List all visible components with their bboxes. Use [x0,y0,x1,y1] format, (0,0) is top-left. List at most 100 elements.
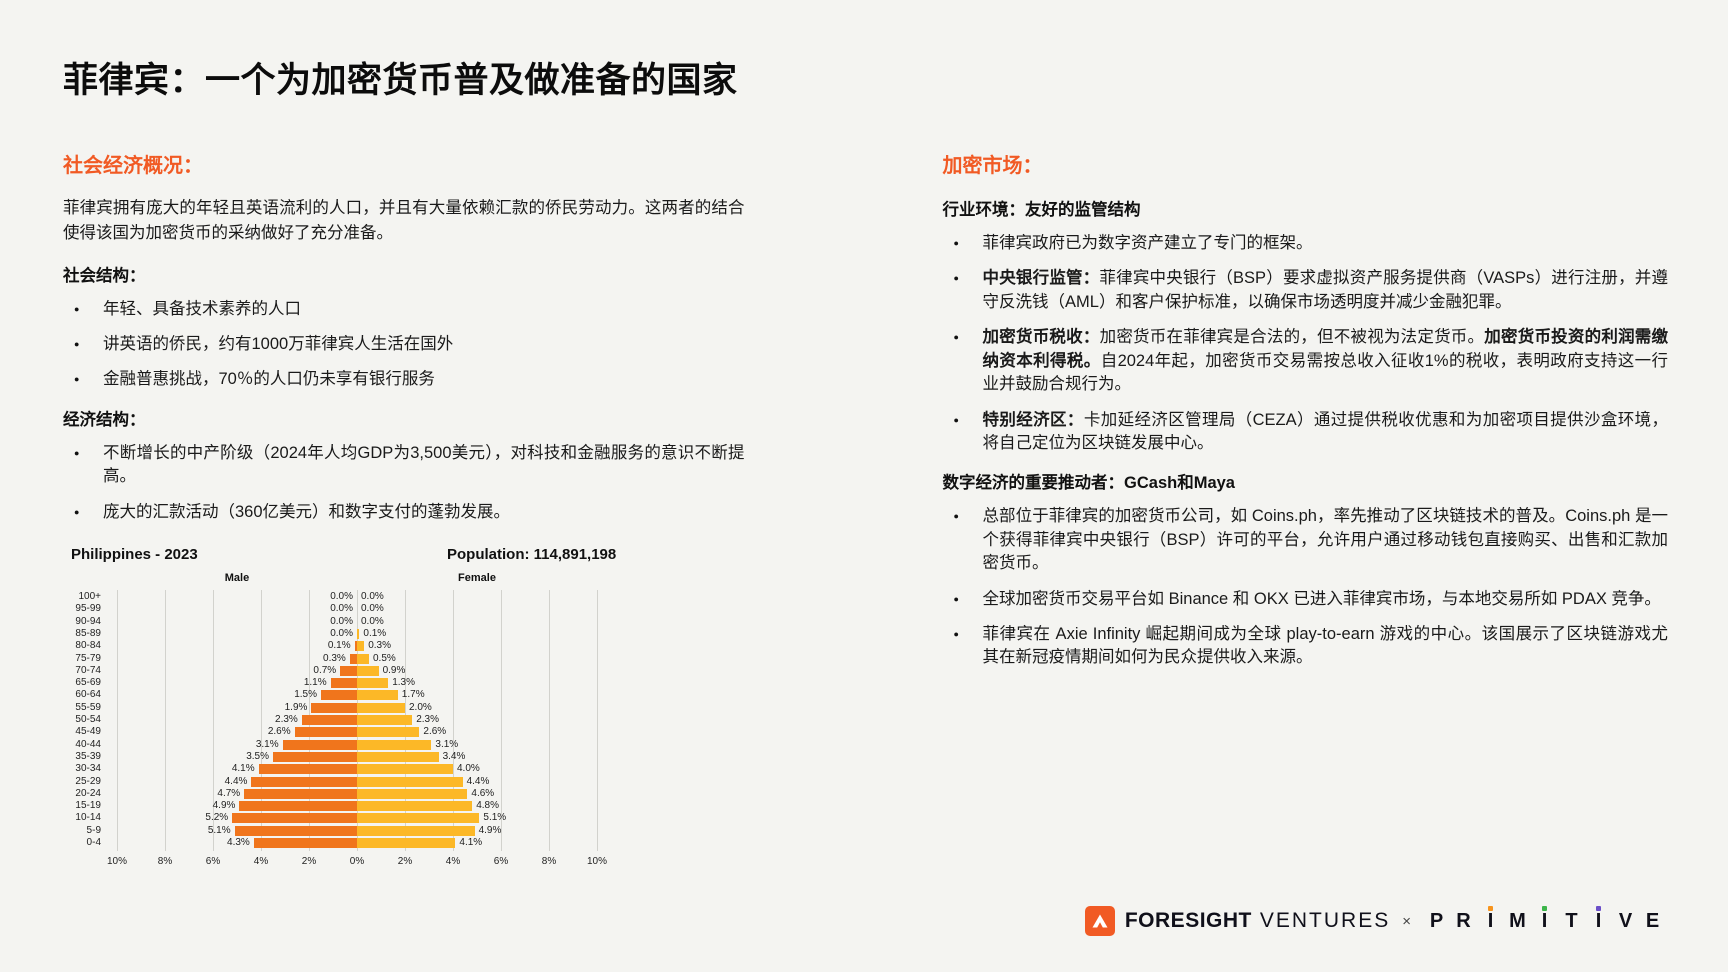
female-bar [357,764,453,775]
female-value-label: 0.0% [361,615,384,627]
primitive-letter: I [1585,905,1612,933]
social-structure-subheading: 社会结构： [63,266,146,285]
female-value-label: 0.9% [382,664,406,676]
age-group-label: 100+ [78,591,101,603]
female-bar [357,628,360,639]
primitive-letter-dot [1596,905,1601,911]
x-axis-tick: 8% [541,856,557,868]
age-group-label: 10-14 [75,812,101,824]
bullet-item: 特别经济区：卡加延经济区管理局（CEZA）通过提供税收优惠和为加密项目提供沙盒环… [943,409,1668,456]
female-value-label: 0.3% [368,640,391,652]
x-axis-tick: 6% [205,856,221,868]
bullet-text: 自2024年起，加密货币交易需按总收入征收1%的税收，表明政府支持这一行业并鼓励… [982,351,1669,394]
bullet-text-bold: 中央银行监管： [982,269,1100,288]
x-axis-tick: 0% [349,856,365,868]
male-value-label: 4.1% [231,763,255,775]
male-bar [330,678,357,689]
multiply-sign: × [1402,912,1411,930]
male-bar [321,690,357,701]
bullet-text-bold: 加密货币税收： [982,328,1100,347]
regulatory-environment-subheading: 行业环境：友好的监管结构 [942,201,1141,219]
x-axis-tick: 10% [586,856,607,868]
female-value-label: 2.6% [423,726,447,738]
primitive-letter: T [1565,909,1578,932]
age-group-label: 40-44 [75,738,101,750]
female-value-label: 4.8% [476,800,499,812]
female-value-label: 0.1% [363,627,387,639]
female-value-label: 1.3% [392,677,415,689]
female-bar [357,690,398,701]
male-value-label: 3.1% [255,738,279,750]
economic-structure-list: 不断增长的中产阶级（2024年人均GDP为3,500美元），对科技和金融服务的意… [63,442,745,524]
foresight-wordmark: FORESIGHT [1124,909,1252,932]
crypto-market-heading: 加密市场： [942,155,1043,177]
x-axis-tick: 2% [301,856,317,868]
intro-paragraph: 菲律宾拥有庞大的年轻且英语流利的人口，并且有大量依赖汇款的侨民劳动力。这两者的结… [63,199,745,242]
primitive-letter-dot [1542,905,1547,911]
primitive-letter: I [1531,905,1558,933]
x-axis-tick: 10% [106,856,127,868]
male-bar [273,751,357,762]
female-bar [357,653,369,664]
gridline [165,590,166,852]
primitive-letter: V [1618,909,1633,932]
x-axis-tick: 4% [253,856,269,868]
female-value-label: 3.4% [442,750,466,762]
female-value-label: 1.7% [401,689,425,701]
male-bar [253,838,357,849]
bullet-item: 菲律宾政府已为数字资产建立了专门的框架。 [943,232,1668,255]
male-value-label: 0.0% [330,603,353,615]
bullet-text: 年轻、具备技术素养的人口 [103,299,301,318]
bullet-text: 庞大的汇款活动（360亿美元）和数字支付的蓬勃发展。 [103,502,511,521]
male-bar [232,813,357,824]
right-column: 加密市场： 行业环境：友好的监管结构 菲律宾政府已为数字资产建立了专门的框架。中… [942,149,1669,682]
female-bar [357,751,439,762]
ventures-wordmark: VENTURES [1259,909,1391,932]
female-bar [357,727,420,738]
male-value-label: 0.0% [330,615,353,627]
bullet-item: 讲英语的侨民，约有1000万菲律宾人生活在国外 [63,333,745,356]
age-group-label: 30-34 [75,763,101,775]
male-bar [294,727,357,738]
bullet-item: 中央银行监管：菲律宾中央银行（BSP）要求虚拟资产服务提供商（VASPs）进行注… [943,267,1668,314]
gridline [549,590,550,852]
socioeconomic-heading: 社会经济概况： [63,155,203,177]
age-group-label: 35-39 [75,750,101,762]
female-value-label: 4.0% [457,763,480,775]
male-value-label: 5.1% [207,824,231,836]
x-axis-tick: 4% [445,856,461,868]
female-value-label: 4.4% [466,775,490,787]
bullet-item: 金融普惠挑战，70％的人口仍未享有银行服务 [63,368,745,391]
male-value-label: 4.7% [217,787,241,799]
female-value-label: 0.0% [361,591,384,603]
female-value-label: 0.0% [361,603,384,615]
male-bar [239,801,357,812]
pyramid-plot-area: 10% 8% 6% 4% 2% 0% 2% 4% 6% 8% 10% Male Female 100+ 0.… [63,570,623,872]
bullet-text: 加密货币在菲律宾是合法的，但不被视为法定货币。 [1099,328,1485,347]
chart-title: Philippines - 2023 [71,546,198,564]
male-value-label: 0.0% [330,627,353,639]
male-bar [354,641,357,652]
age-group-label: 95-99 [75,603,101,615]
age-group-label: 85-89 [75,627,101,639]
female-bar [357,776,463,787]
female-header-label: Female [458,572,496,585]
female-value-label: 3.1% [435,738,459,750]
female-bar [357,825,475,836]
x-axis-tick: 6% [493,856,509,868]
page-title: 菲律宾：一个为加密货币普及做准备的国家 [63,61,738,100]
bullet-text: 菲律宾政府已为数字资产建立了专门的框架。 [982,234,1313,252]
male-bar [251,776,357,787]
digital-economy-list: 总部位于菲律宾的加密货币公司，如 Coins.ph，率先推动了区块链技术的普及。… [943,505,1668,670]
male-bar [311,702,357,713]
age-group-label: 5-9 [86,824,101,836]
primitive-letter: E [1645,909,1660,932]
female-value-label: 2.0% [409,701,432,713]
bullet-text: 菲律宾中央银行（BSP）要求虚拟资产服务提供商（VASPs）进行注册，并遵守反洗… [982,269,1668,311]
bullet-item: 不断增长的中产阶级（2024年人均GDP为3,500美元），对科技和金融服务的意… [63,442,745,489]
male-bar [258,764,357,775]
bullet-item: 全球加密货币交易平台如 Binance 和 OKX 已进入菲律宾市场，与本地交易… [943,588,1668,611]
male-value-label: 0.3% [323,652,346,664]
